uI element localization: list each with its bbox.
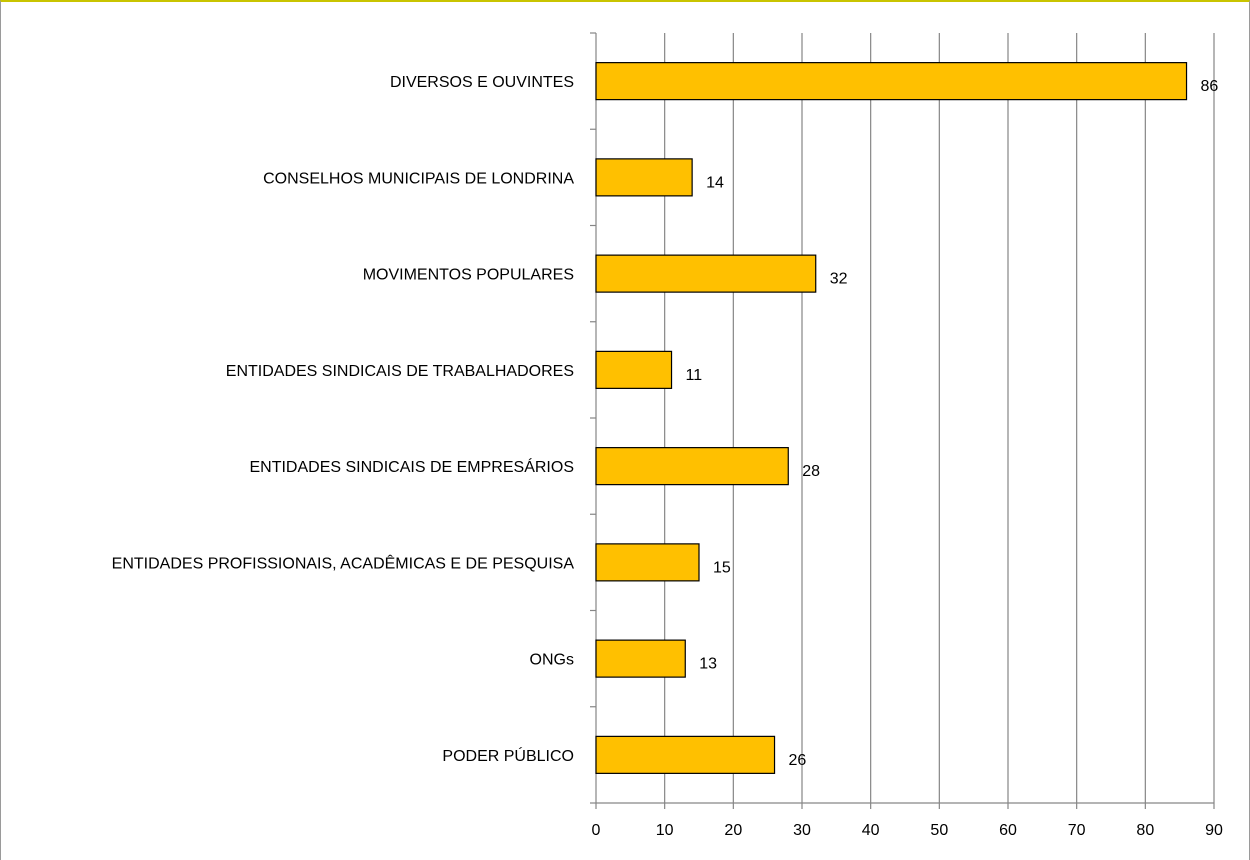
data-label: 26 bbox=[789, 752, 807, 769]
category-label: ENTIDADES SINDICAIS DE TRABALHADORES bbox=[226, 363, 574, 380]
category-label: CONSELHOS MUNICIPAIS DE LONDRINA bbox=[263, 170, 574, 187]
x-tick-label: 80 bbox=[1136, 822, 1154, 839]
x-tick-label: 40 bbox=[862, 822, 880, 839]
category-label: MOVIMENTOS POPULARES bbox=[363, 267, 574, 284]
x-tick-label: 10 bbox=[656, 822, 674, 839]
category-label: ENTIDADES SINDICAIS DE EMPRESÁRIOS bbox=[249, 457, 574, 476]
bar bbox=[595, 543, 700, 582]
data-label: 86 bbox=[1201, 78, 1219, 95]
x-tick-label: 60 bbox=[999, 822, 1017, 839]
data-label: 13 bbox=[699, 656, 717, 673]
category-label: DIVERSOS E OUVINTES bbox=[390, 74, 574, 91]
category-label: ENTIDADES PROFISSIONAIS, ACADÊMICAS E DE… bbox=[112, 553, 575, 572]
x-tick-label: 70 bbox=[1068, 822, 1086, 839]
data-label: 14 bbox=[706, 174, 724, 191]
bar bbox=[595, 447, 789, 486]
bars bbox=[595, 62, 1188, 774]
bar bbox=[595, 62, 1188, 101]
bar bbox=[595, 254, 817, 293]
x-tick-label: 0 bbox=[592, 822, 601, 839]
data-label: 28 bbox=[802, 463, 820, 480]
bar bbox=[595, 735, 776, 774]
bar bbox=[595, 639, 686, 678]
axes bbox=[590, 32, 1215, 809]
bar bbox=[595, 350, 673, 389]
labels: 0 10 20 30 40 50 60 70 80 90 DIVERSOS E OUVINTES 86… bbox=[112, 74, 1223, 839]
x-tick-label: 50 bbox=[930, 822, 948, 839]
data-label: 32 bbox=[830, 271, 848, 288]
data-label: 15 bbox=[713, 559, 731, 576]
data-label: 11 bbox=[686, 367, 703, 384]
bar bbox=[595, 158, 693, 197]
category-label: PODER PÚBLICO bbox=[442, 746, 574, 765]
gridlines bbox=[664, 33, 1215, 803]
x-tick-label: 20 bbox=[724, 822, 742, 839]
category-label: ONGs bbox=[530, 652, 574, 669]
x-tick-label: 90 bbox=[1205, 822, 1223, 839]
x-tick-label: 30 bbox=[793, 822, 811, 839]
